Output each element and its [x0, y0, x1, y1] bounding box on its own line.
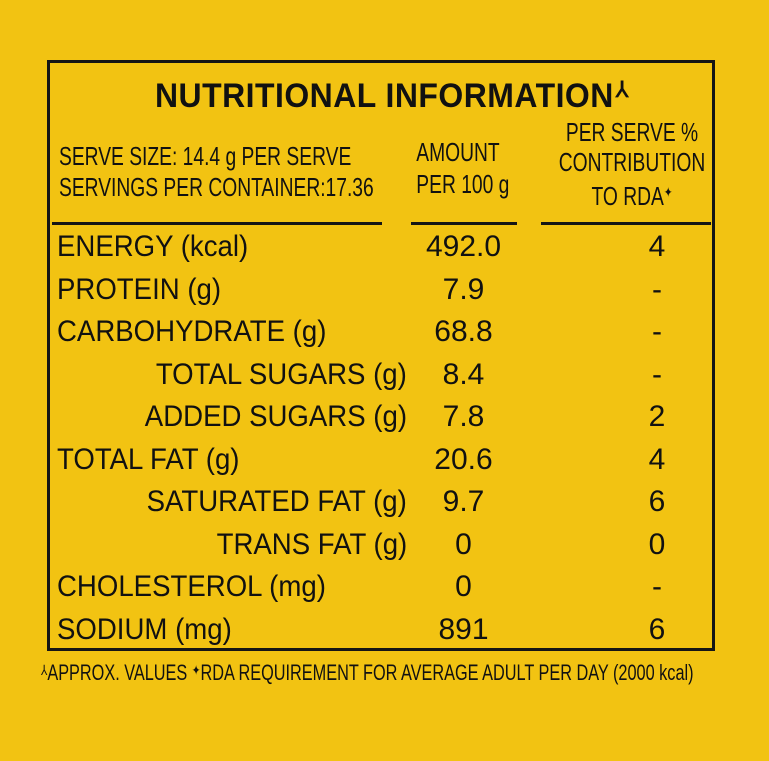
serving-info: SERVE SIZE: 14.4 g PER SERVE SERVINGS PE…: [59, 141, 374, 203]
amount-per-100g: 7.9: [442, 272, 485, 306]
nutrient-name: SODIUM (mg): [57, 612, 232, 646]
amount-per-100g: 0: [455, 570, 472, 603]
nutrient-name: TOTAL SUGARS (g): [155, 357, 407, 391]
nutrition-panel: NUTRITIONAL INFORMATION⅄ SERVE SIZE: 14.…: [47, 60, 715, 651]
rda-header-line2: CONTRIBUTION: [558, 147, 706, 177]
rda-star-icon: ✦: [191, 662, 201, 678]
nutrient-name: SATURATED FAT (g): [146, 485, 407, 518]
amount-per-100g: 0: [455, 527, 472, 561]
rda-percent: 6: [648, 485, 666, 518]
table-row: TOTAL SUGARS (g) 8.4 -: [50, 355, 712, 398]
footnote: ⅄APPROX. VALUES ✦RDA REQUIREMENT FOR AVE…: [41, 660, 694, 686]
amount-per-100g: 68.8: [434, 315, 493, 348]
rda-percent: 4: [648, 230, 666, 263]
title-text: NUTRITIONAL INFORMATION: [155, 77, 614, 115]
nutrient-table: ENERGY (kcal) 492.0 4 PROTEIN (g) 7.9 - …: [50, 227, 712, 652]
nutrient-name: TOTAL FAT (g): [57, 442, 240, 476]
rda-header-line1: PER SERVE %: [565, 117, 699, 147]
amount-per-100g: 7.8: [442, 400, 485, 433]
header-divider: [411, 222, 517, 225]
footnote-rda-text: RDA REQUIREMENT FOR AVERAGE ADULT PER DA…: [200, 660, 694, 685]
amount-per-100g: 891: [438, 612, 489, 646]
table-row: TRANS FAT (g) 0 0: [50, 525, 712, 568]
amount-per-100g: 492.0: [425, 230, 502, 263]
servings-per-container: SERVINGS PER CONTAINER:17.36: [59, 172, 374, 202]
rda-percent: -: [652, 357, 662, 391]
rda-percent: -: [652, 570, 662, 603]
nutrient-name: PROTEIN (g): [57, 272, 222, 306]
rda-percent: 2: [648, 400, 666, 433]
serve-size: SERVE SIZE: 14.4 g PER SERVE: [59, 141, 352, 171]
amount-header-line1: AMOUNT: [416, 137, 500, 167]
nutrient-name: CHOLESTEROL (mg): [57, 570, 326, 603]
approx-mark-icon: ⅄: [41, 662, 48, 678]
amount-per-100g: 8.4: [442, 357, 485, 391]
table-row: ADDED SUGARS (g) 7.8 2: [50, 397, 712, 440]
approx-mark-icon: ⅄: [615, 77, 629, 102]
amount-header-line2: PER 100 g: [416, 169, 510, 199]
table-row: PROTEIN (g) 7.9 -: [50, 270, 712, 313]
nutrient-name: ENERGY (kcal): [57, 230, 249, 263]
nutrient-name: TRANS FAT (g): [216, 527, 407, 561]
nutrient-name: CARBOHYDRATE (g): [57, 315, 327, 348]
rda-percent: -: [652, 315, 662, 348]
footnote-approx-text: APPROX. VALUES: [47, 660, 192, 685]
rda-star-icon: ✦: [663, 184, 673, 200]
rda-header-line3: TO RDA✦: [558, 177, 706, 211]
nutrient-name: ADDED SUGARS (g): [144, 400, 407, 433]
table-row: CHOLESTEROL (mg) 0 -: [50, 567, 712, 610]
table-row: SATURATED FAT (g) 9.7 6: [50, 482, 712, 525]
table-row: SODIUM (mg) 891 6: [50, 610, 712, 653]
header-divider: [541, 222, 711, 225]
table-row: CARBOHYDRATE (g) 68.8 -: [50, 312, 712, 355]
header-divider: [52, 222, 382, 225]
rda-header-text: TO RDA: [591, 181, 664, 211]
panel-title: NUTRITIONAL INFORMATION⅄: [155, 77, 629, 116]
rda-percent: 6: [648, 612, 666, 646]
rda-percent: 4: [648, 442, 666, 476]
table-row: ENERGY (kcal) 492.0 4: [50, 227, 712, 270]
amount-column-header: AMOUNT PER 100 g: [416, 136, 510, 200]
table-row: TOTAL FAT (g) 20.6 4: [50, 440, 712, 483]
amount-per-100g: 9.7: [442, 485, 485, 518]
rda-percent: 0: [648, 527, 666, 561]
rda-percent: -: [652, 272, 662, 306]
amount-per-100g: 20.6: [434, 442, 493, 476]
rda-column-header: PER SERVE % CONTRIBUTION TO RDA✦: [558, 117, 706, 211]
